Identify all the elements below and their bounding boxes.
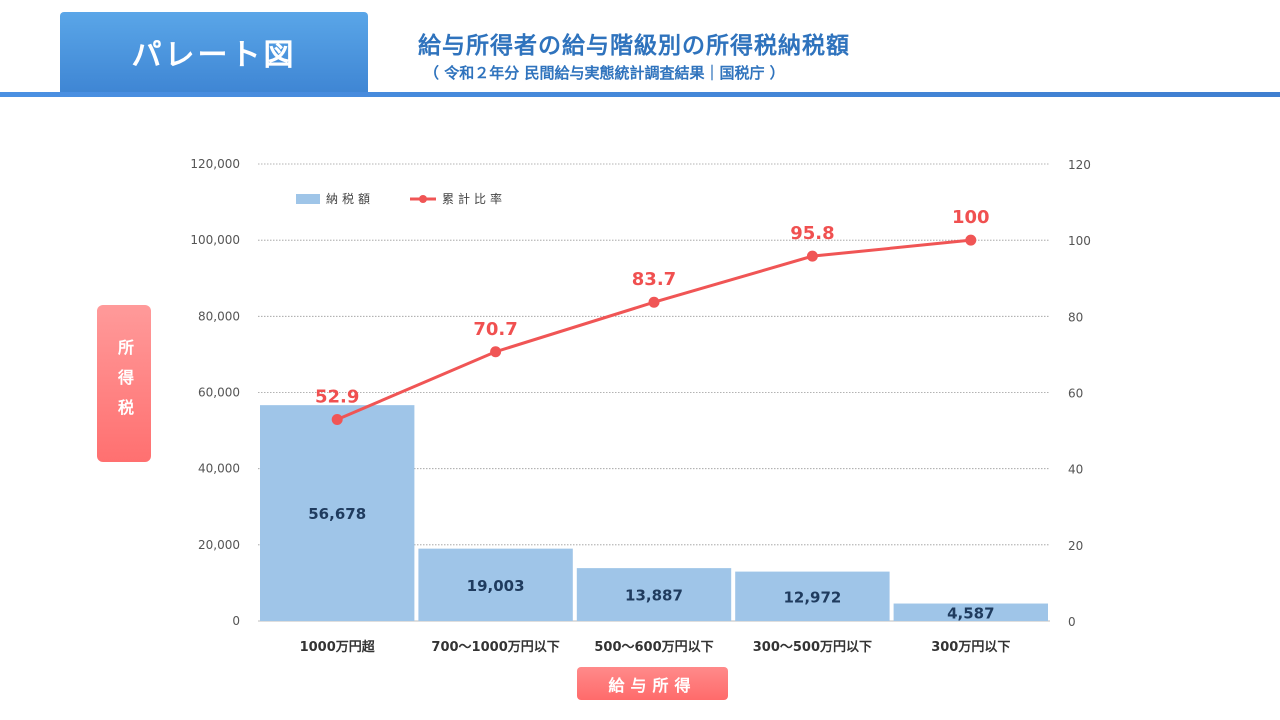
bar-value-label: 19,003 (467, 577, 525, 595)
cumulative-point (965, 234, 977, 246)
header-tab: パレート図 (60, 12, 368, 92)
chart-subtitle: （ 令和２年分 民間給与実態統計調査結果｜国税庁 ） (424, 64, 785, 82)
x-tick-label: 300〜500万円以下 (753, 640, 872, 655)
header-divider (0, 92, 1280, 97)
y-right-tick-label: 0 (1068, 615, 1076, 629)
cumulative-value-label: 95.8 (790, 223, 834, 244)
cumulative-value-label: 52.9 (315, 387, 359, 408)
y-left-tick-label: 80,000 (198, 309, 240, 323)
y-right-tick-label: 40 (1068, 463, 1083, 477)
cumulative-point (648, 296, 660, 308)
legend-line-label: 累計比率 (442, 191, 506, 206)
cumulative-point (331, 414, 343, 426)
y-left-tick-label: 20,000 (198, 538, 240, 552)
y-left-tick-label: 120,000 (190, 157, 240, 171)
y-right-tick-label: 60 (1068, 387, 1083, 401)
x-tick-label: 500〜600万円以下 (594, 640, 713, 655)
bar (893, 603, 1048, 621)
y-left-tick-label: 60,000 (198, 386, 240, 400)
cumulative-value-label: 83.7 (632, 269, 676, 290)
y-right-tick-label: 80 (1068, 310, 1083, 324)
x-axis-badge: 給与所得 (577, 667, 728, 700)
x-tick-label: 700〜1000万円以下 (431, 640, 559, 655)
y-left-tick-label: 0 (232, 614, 240, 628)
bar-value-label: 4,587 (947, 604, 994, 622)
bar (260, 405, 415, 621)
bar (735, 571, 890, 621)
legend-line-marker (419, 195, 427, 203)
bar-value-label: 12,972 (783, 588, 841, 606)
y-right-tick-label: 100 (1068, 234, 1091, 248)
cumulative-value-label: 100 (952, 207, 990, 228)
bar (418, 548, 573, 621)
y-left-tick-label: 40,000 (198, 462, 240, 476)
bar (576, 568, 732, 621)
bar-value-label: 56,678 (308, 505, 366, 523)
x-tick-label: 1000万円超 (300, 639, 376, 655)
bar-value-label: 13,887 (625, 587, 683, 605)
cumulative-point (490, 346, 502, 358)
y-right-tick-label: 120 (1068, 158, 1091, 172)
cumulative-point (806, 250, 818, 262)
x-tick-label: 300万円以下 (931, 640, 1010, 655)
y-left-tick-label: 100,000 (190, 233, 240, 247)
legend-bar-swatch (296, 194, 320, 204)
y-axis-badge: 所得税 (97, 305, 151, 462)
y-right-tick-label: 20 (1068, 539, 1083, 553)
chart-title: 給与所得者の給与階級別の所得税納税額 (418, 33, 850, 59)
cumulative-value-label: 70.7 (473, 319, 517, 340)
legend-bar-label: 納税額 (326, 192, 374, 206)
